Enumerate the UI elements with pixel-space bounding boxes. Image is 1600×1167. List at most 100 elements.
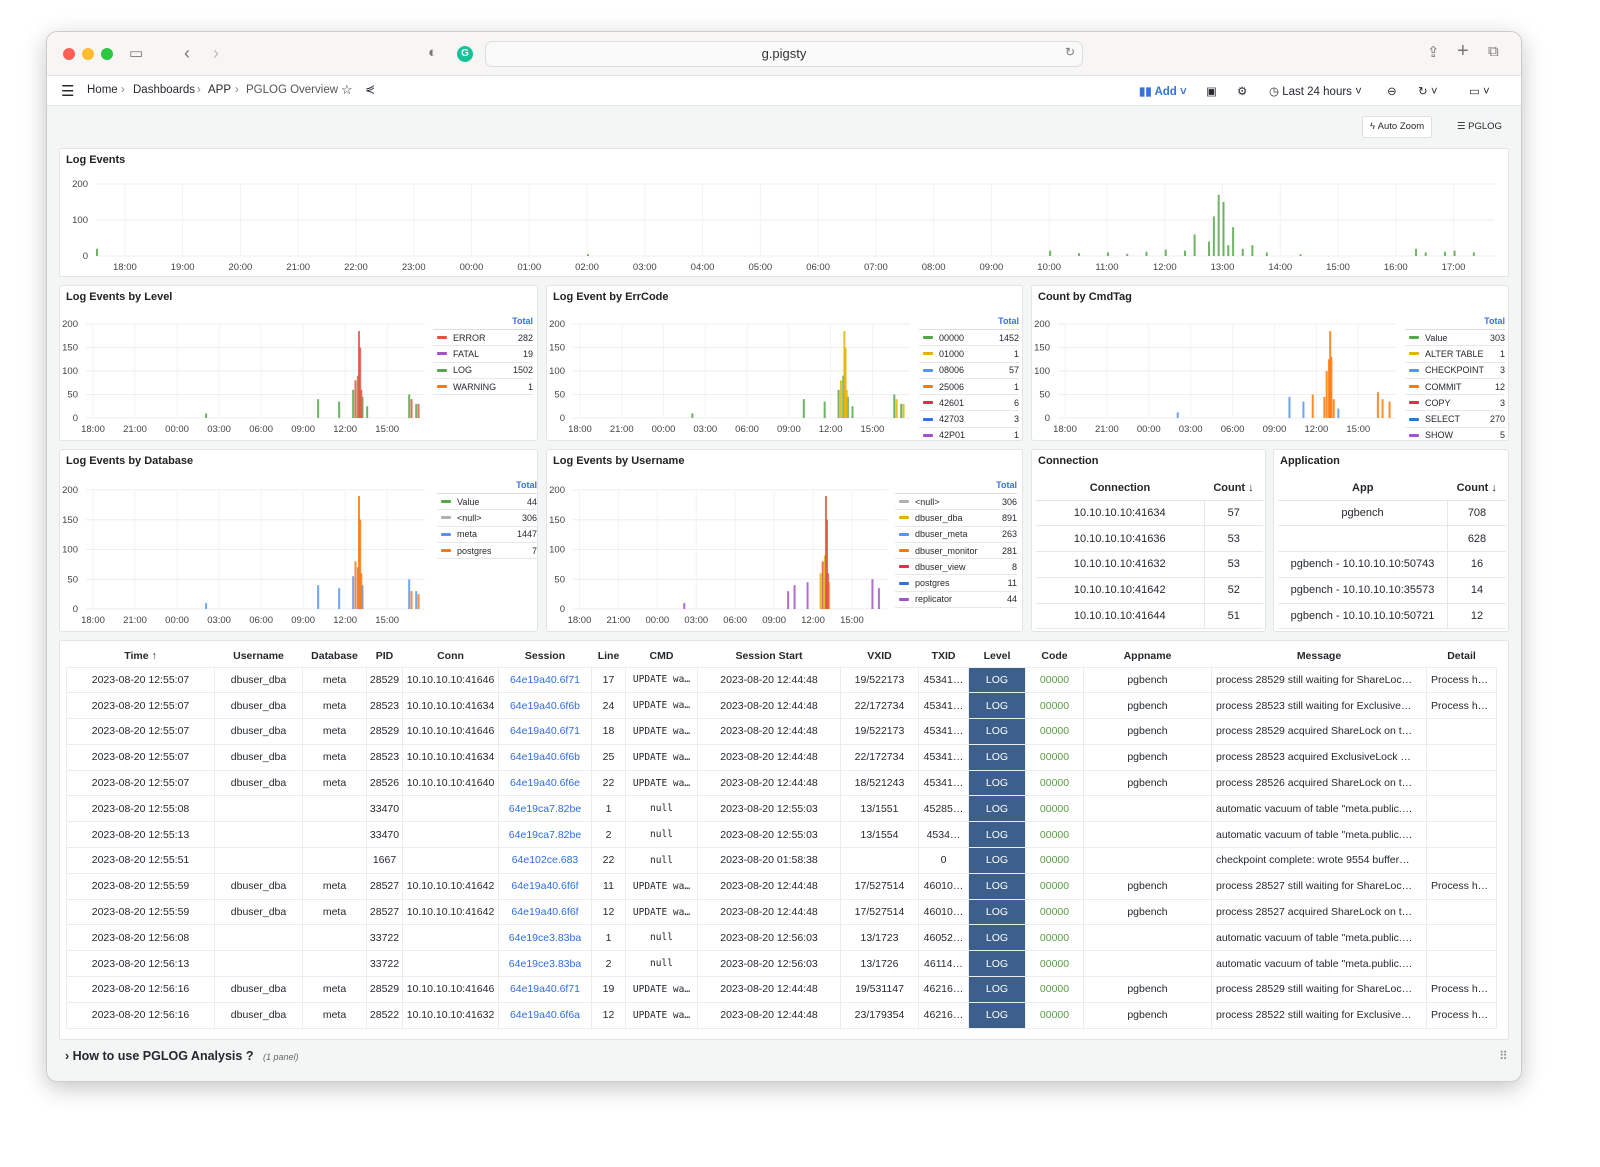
- table-row[interactable]: 2023-08-20 12:56:08 33722 64e19ce3.83ba 1 nu…: [66, 924, 1497, 952]
- table-row[interactable]: 2023-08-20 12:55:13 33470 64e19ca7.82be 2 nu…: [66, 821, 1497, 849]
- legend-item[interactable]: <null> 306: [895, 494, 1017, 511]
- legend-item[interactable]: 25006 1: [919, 379, 1019, 396]
- table-row[interactable]: 2023-08-20 12:55:51 1667 64e102ce.683 22 nul…: [66, 847, 1497, 874]
- drag-handle-icon[interactable]: ⠿: [1499, 1049, 1508, 1063]
- legend-item[interactable]: ERROR 282: [433, 330, 533, 347]
- minimize-window-button[interactable]: [82, 48, 94, 60]
- table-row[interactable]: pgbench - 10.10.10.10:50743 16: [1278, 551, 1506, 578]
- add-button[interactable]: ▮▮ Add ˅: [1139, 86, 1187, 98]
- table-row[interactable]: pgbench - 10.10.10.10:35573 14: [1278, 577, 1506, 604]
- column-header[interactable]: Appname: [1123, 649, 1172, 662]
- table-row[interactable]: 2023-08-20 12:55:07 dbuser_dba meta 28523 10…: [66, 743, 1497, 771]
- breadcrumb-home[interactable]: Home: [87, 84, 118, 96]
- column-header[interactable]: Line: [597, 649, 620, 662]
- time-picker[interactable]: ◷ Last 24 hours ˅: [1269, 86, 1362, 98]
- column-header[interactable]: Time ↑: [124, 649, 157, 662]
- table-row[interactable]: 10.10.10.10:41636 53: [1036, 525, 1263, 553]
- shield-icon[interactable]: ◐: [428, 44, 438, 61]
- legend-item[interactable]: 08006 57: [919, 363, 1019, 379]
- table-row[interactable]: 10.10.10.10:41634 57: [1036, 500, 1263, 527]
- legend-item[interactable]: dbuser_dba 891: [895, 510, 1017, 527]
- legend-item[interactable]: 01000 1: [919, 346, 1019, 363]
- column-header[interactable]: VXID: [867, 649, 892, 662]
- session-link[interactable]: 64e19a40.6f6e: [498, 769, 592, 797]
- legend-item[interactable]: Value 44: [437, 494, 537, 511]
- legend-item[interactable]: meta 1447: [437, 527, 537, 543]
- session-link[interactable]: 64e19a40.6f6f: [498, 872, 592, 900]
- table-row[interactable]: 10.10.10.10:41642 52: [1036, 577, 1263, 604]
- legend-item[interactable]: replicator 44: [895, 592, 1017, 609]
- grammarly-icon[interactable]: G: [457, 46, 473, 62]
- session-link[interactable]: 64e19a40.6f6b: [498, 692, 592, 720]
- legend-item[interactable]: postgres 11: [895, 575, 1017, 592]
- legend-item[interactable]: Value 303: [1405, 330, 1505, 347]
- legend-header[interactable]: Total: [433, 316, 533, 330]
- save-icon[interactable]: ▣: [1206, 86, 1217, 98]
- column-header[interactable]: TXID: [931, 649, 956, 662]
- column-header[interactable]: Detail: [1447, 649, 1476, 662]
- sidebar-toggle-icon[interactable]: ▭: [129, 45, 144, 62]
- legend-item[interactable]: SELECT 270: [1405, 411, 1505, 428]
- session-link[interactable]: 64e19a40.6f6a: [498, 1001, 592, 1029]
- legend-item[interactable]: postgres 7: [437, 543, 537, 560]
- legend-item[interactable]: COMMIT 12: [1405, 379, 1505, 396]
- column-header[interactable]: CMD: [649, 649, 674, 662]
- table-row[interactable]: pgbench 708: [1278, 500, 1506, 527]
- column-header[interactable]: Database: [311, 649, 358, 662]
- star-icon[interactable]: ☆: [341, 82, 353, 97]
- legend-item[interactable]: 42703 3: [919, 411, 1019, 428]
- column-header[interactable]: Session Start: [735, 649, 803, 662]
- new-tab-icon[interactable]: +: [1457, 40, 1469, 62]
- column-header[interactable]: Username: [233, 649, 284, 662]
- table-row[interactable]: 10.10.10.10:41632 53: [1036, 551, 1263, 578]
- collapsed-row-toggle[interactable]: › How to use PGLOG Analysis ? (1 panel): [65, 1049, 299, 1063]
- legend-item[interactable]: 42601 6: [919, 395, 1019, 412]
- tabs-overview-icon[interactable]: ⧉: [1488, 43, 1499, 60]
- legend-item[interactable]: COPY 3: [1405, 395, 1505, 412]
- session-link[interactable]: 64e19a40.6f6f: [498, 898, 592, 926]
- session-link[interactable]: 64e19ce3.83ba: [498, 950, 592, 978]
- forward-icon[interactable]: ›: [213, 43, 219, 63]
- table-row[interactable]: 2023-08-20 12:55:07 dbuser_dba meta 28523 10…: [66, 692, 1497, 720]
- legend-header[interactable]: Total: [919, 316, 1019, 330]
- column-header[interactable]: Message: [1296, 649, 1342, 662]
- column-header[interactable]: Level: [983, 649, 1011, 662]
- table-row[interactable]: 628: [1278, 525, 1506, 553]
- session-link[interactable]: 64e19a40.6f71: [498, 666, 592, 694]
- column-header[interactable]: Count ↓: [1447, 476, 1506, 501]
- legend-item[interactable]: 42P01 1: [919, 428, 1019, 440]
- legend-item[interactable]: dbuser_monitor 281: [895, 543, 1017, 560]
- settings-gear-icon[interactable]: ⚙: [1237, 86, 1248, 98]
- session-link[interactable]: 64e102ce.683: [498, 847, 592, 874]
- breadcrumb-dashboards[interactable]: Dashboards: [133, 84, 196, 96]
- column-header[interactable]: PID: [375, 649, 394, 662]
- maximize-window-button[interactable]: [101, 48, 113, 60]
- legend-header[interactable]: Total: [1405, 316, 1505, 330]
- table-row[interactable]: 2023-08-20 12:56:13 33722 64e19ce3.83ba 2 nu…: [66, 950, 1497, 978]
- legend-item[interactable]: LOG 1502: [433, 363, 533, 379]
- legend-item[interactable]: CHECKPOINT 3: [1405, 363, 1505, 379]
- legend-item[interactable]: 00000 1452: [919, 330, 1019, 347]
- table-row[interactable]: 2023-08-20 12:55:07 dbuser_dba meta 28526 10…: [66, 769, 1497, 797]
- table-row[interactable]: 2023-08-20 12:56:16 dbuser_dba meta 28529 10…: [66, 976, 1497, 1003]
- legend-item[interactable]: dbuser_meta 263: [895, 527, 1017, 543]
- menu-icon[interactable]: ☰: [61, 83, 75, 100]
- table-row[interactable]: 2023-08-20 12:55:07 dbuser_dba meta 28529 10…: [66, 718, 1497, 745]
- table-row[interactable]: 10.10.10.10:41644 51: [1036, 603, 1263, 630]
- column-header[interactable]: Code: [1041, 649, 1068, 662]
- table-row[interactable]: 2023-08-20 12:56:16 dbuser_dba meta 28522 10…: [66, 1001, 1497, 1029]
- legend-item[interactable]: ALTER TABLE 1: [1405, 346, 1505, 363]
- auto-zoom-button[interactable]: ϟ Auto Zoom: [1362, 116, 1433, 138]
- table-row[interactable]: 2023-08-20 12:55:59 dbuser_dba meta 28527 10…: [66, 898, 1497, 926]
- legend-header[interactable]: Total: [895, 480, 1017, 494]
- session-link[interactable]: 64e19ca7.82be: [498, 821, 592, 849]
- column-header[interactable]: Connection: [1036, 476, 1204, 501]
- tv-mode-icon[interactable]: ▭ ˅: [1469, 86, 1490, 98]
- legend-item[interactable]: FATAL 19: [433, 346, 533, 363]
- url-bar[interactable]: g.pigsty: [485, 41, 1083, 67]
- column-header[interactable]: Count ↓: [1204, 476, 1263, 501]
- legend-item[interactable]: <null> 306: [437, 510, 537, 527]
- session-link[interactable]: 64e19a40.6f6b: [498, 743, 592, 771]
- reload-icon[interactable]: ↻: [1065, 45, 1076, 59]
- table-row[interactable]: 2023-08-20 12:55:59 dbuser_dba meta 28527 10…: [66, 872, 1497, 900]
